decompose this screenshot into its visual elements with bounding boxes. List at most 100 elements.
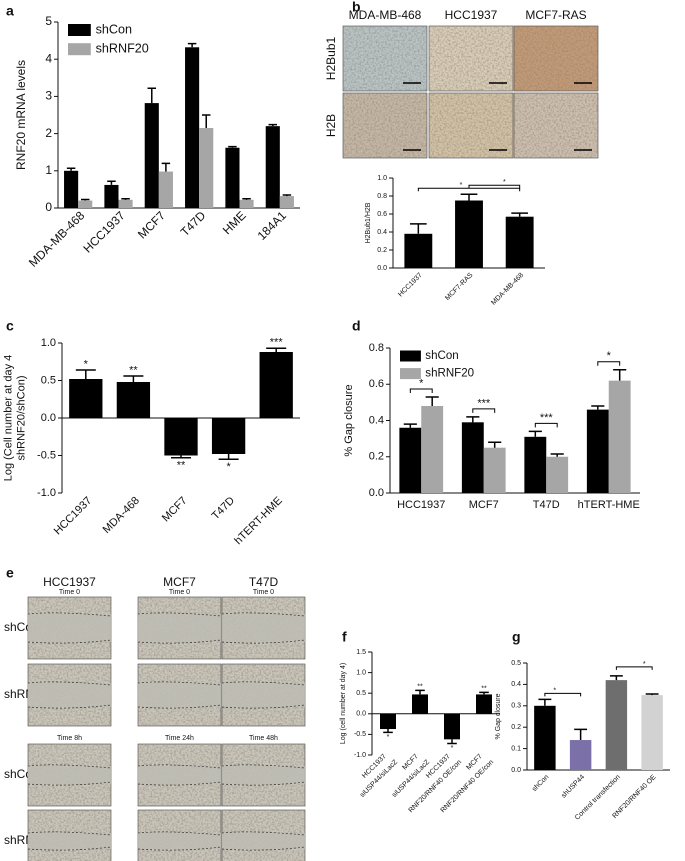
error-bar [447, 739, 457, 745]
x-tick-label: T47D [178, 208, 209, 239]
panel-label: f [342, 629, 347, 645]
y-axis-label: Log (Cell number at day 4 [2, 355, 14, 482]
time-label: Time 0 [59, 589, 80, 596]
micrograph-texture [343, 26, 427, 91]
y-tick-label: 0.0 [511, 767, 521, 774]
significance: * [553, 687, 556, 694]
bar [118, 199, 133, 208]
wound-edge [137, 764, 222, 786]
y-tick-label: 0.2 [377, 247, 387, 254]
bar [211, 418, 246, 454]
x-tick-label: MDA-MB-468 [26, 208, 88, 270]
chart: 0 1 2 3 4 5 RNF20 mRNA levels MDA-MB-468HCC1937… [14, 14, 300, 270]
error-bar [242, 197, 251, 200]
x-tick-label: shUSP44 [560, 774, 586, 800]
panel-label: a [6, 3, 14, 19]
bar [608, 380, 631, 493]
chart: 0.0 0.2 0.4 0.6 0.8 1.0 H2Bub1/H2B HCC1937 MCF7-… [365, 175, 545, 307]
error-bar [403, 423, 417, 428]
y-tick-label: 0.0 [356, 711, 366, 718]
wound-gap [138, 766, 221, 784]
column-label: MCF7-RAS [525, 8, 586, 22]
legend-label: shCon [96, 22, 132, 36]
bar [641, 695, 663, 770]
chart: 0.0 0.1 0.2 0.3 0.4 0.5 % Gap closure shCon shUS… [495, 660, 670, 822]
legend-swatch [68, 24, 91, 36]
y-tick-label: -0.5 [37, 449, 56, 461]
y-tick-label: 0.6 [369, 378, 384, 390]
significance-bracket [417, 187, 521, 192]
bar [421, 406, 444, 493]
significance: * [643, 661, 646, 668]
bar [546, 456, 569, 493]
y-tick-label: 0.0 [377, 265, 387, 272]
bar [144, 103, 159, 208]
x-tick-label: MDA-MB-468 [490, 272, 525, 307]
x-tick-label: T47D [533, 499, 560, 511]
bar [78, 200, 93, 208]
significance: ** [129, 364, 138, 376]
panel-label: b [352, 0, 361, 15]
legend-label: shRNF20 [96, 42, 149, 56]
bar [225, 147, 240, 208]
error-bar [488, 441, 502, 448]
legend-label: shRNF20 [425, 368, 474, 380]
error-bar [479, 691, 489, 695]
y-tick-label: 0 [45, 200, 52, 214]
column-label: MCF7 [163, 575, 196, 589]
legend-swatch [400, 368, 421, 380]
y-tick-label: 0.3 [511, 703, 521, 710]
x-tick-label: 184A1 [255, 208, 290, 243]
y-tick-label: 0.6 [377, 211, 387, 218]
error-bar [383, 729, 393, 734]
bar [404, 233, 433, 268]
panel-label: g [512, 629, 521, 645]
bar [116, 382, 151, 418]
wound-gap [28, 683, 111, 707]
error-bar [538, 698, 552, 706]
bar [279, 196, 294, 208]
y-tick-label: 0.5 [41, 374, 56, 386]
x-tick-label: HCC1937 [397, 499, 445, 511]
y-tick-label: 0.4 [369, 414, 384, 426]
panel-label: e [6, 565, 14, 581]
wound-edge [27, 612, 112, 644]
x-tick-label: hTERT-HME [578, 499, 640, 511]
error-bar [409, 223, 427, 234]
wound-edge [137, 612, 222, 644]
significance: * [460, 182, 463, 189]
y-tick-label: -1.0 [37, 487, 56, 499]
error-bar [201, 114, 211, 129]
chart: -1.0 -0.5 0.0 0.5 1.0 1.5 Log (cell number at … [340, 649, 500, 814]
y-tick-label: 1.0 [41, 337, 56, 349]
x-tick-label: HCC1937 [397, 272, 424, 299]
significance-bracket [597, 361, 621, 366]
time-label: Time 0 [253, 589, 274, 596]
bar [164, 418, 198, 456]
legend-swatch [400, 350, 421, 362]
bar [476, 694, 492, 714]
bar [461, 422, 484, 493]
error-bar [121, 197, 130, 200]
x-tick-label: hTERT-HME [232, 495, 284, 547]
wound-gap [222, 766, 305, 784]
y-tick-label: 0.2 [369, 451, 384, 463]
micrograph-texture [343, 93, 427, 158]
error-bar [528, 430, 542, 437]
time-label: Time 8h [57, 735, 82, 742]
error-bar [171, 455, 191, 459]
error-bar [415, 689, 425, 695]
wound-gap [138, 833, 221, 849]
error-bar [613, 369, 627, 381]
y-axis-label: % Gap closure [495, 693, 502, 739]
y-tick-label: 0.8 [377, 193, 387, 200]
error-bar [147, 87, 157, 104]
error-bar [75, 369, 96, 379]
y-tick-label: 2 [45, 126, 52, 140]
y-tick-label: 1.5 [356, 649, 366, 656]
y-tick-label: 1 [45, 163, 52, 177]
bar [586, 409, 609, 493]
error-bar [80, 198, 90, 201]
bar [69, 379, 103, 418]
micrograph-texture [429, 26, 513, 91]
